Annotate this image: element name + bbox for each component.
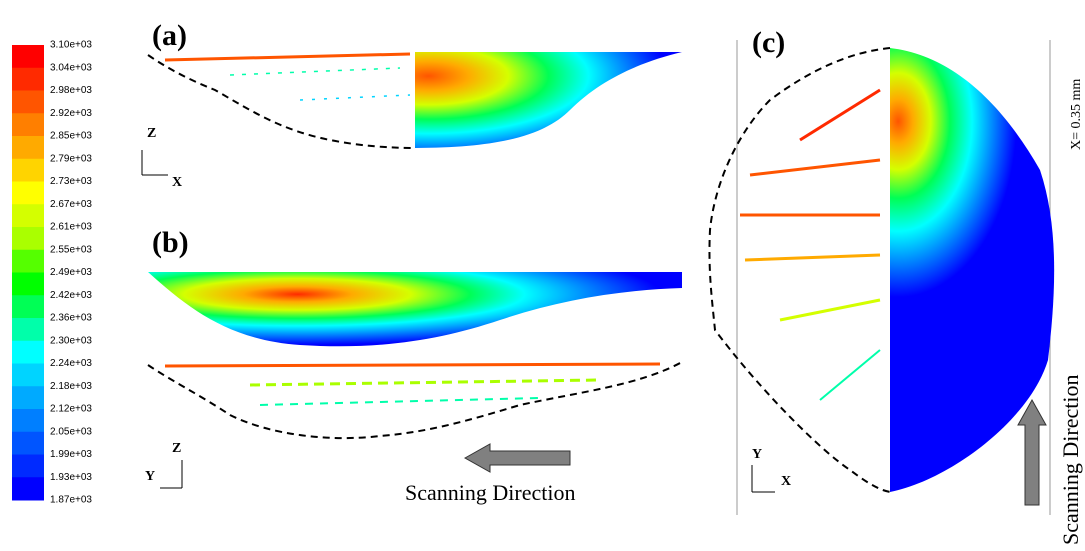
contour <box>148 272 682 346</box>
colorbar-segment <box>12 204 44 227</box>
colorbar-segment <box>12 273 44 296</box>
direction-arrow <box>1018 400 1046 505</box>
panel-label: (c) <box>752 26 785 59</box>
colorbar-segment <box>12 136 44 159</box>
axis-label: X <box>172 175 182 190</box>
colorbar-label: 1.87e+03 <box>50 495 92 506</box>
colorbar-label: 3.04e+03 <box>50 62 92 73</box>
colorbar-segment <box>12 364 44 387</box>
colorbar-label: 2.73e+03 <box>50 176 92 187</box>
colorbar-label: 2.49e+03 <box>50 267 92 278</box>
colorbar-label: 1.93e+03 <box>50 472 92 483</box>
panel-label: (b) <box>152 226 189 259</box>
axis-label: X <box>781 474 791 489</box>
colorbar-segment <box>12 45 44 68</box>
axis-label: Z <box>172 441 181 456</box>
direction-arrow <box>465 444 570 472</box>
vectors <box>165 54 410 100</box>
pool-outline <box>148 362 682 438</box>
colorbar-label: 2.18e+03 <box>50 381 92 392</box>
colorbar-label: 2.36e+03 <box>50 313 92 324</box>
colorbar: 3.10e+03 3.04e+03 2.98e+03 2.92e+03 2.85e+03… <box>12 40 92 506</box>
colorbar-label: 2.92e+03 <box>50 108 92 119</box>
colorbar-label: 2.12e+03 <box>50 404 92 415</box>
colorbar-segment <box>12 455 44 478</box>
panel-label: (a) <box>152 19 187 52</box>
colorbar-segment <box>12 295 44 318</box>
colorbar-segment <box>12 113 44 136</box>
vectors <box>740 90 880 400</box>
colorbar-label: 2.79e+03 <box>50 153 92 164</box>
axis-triad <box>142 150 168 175</box>
colorbar-segment <box>12 341 44 364</box>
axis-triad <box>752 465 775 492</box>
colorbar-segment <box>12 68 44 91</box>
position-note: X= 0.35 mm <box>1069 79 1084 150</box>
colorbar-segment <box>12 159 44 182</box>
colorbar-label: 2.05e+03 <box>50 426 92 437</box>
colorbar-segment <box>12 409 44 432</box>
colorbar-label: 2.24e+03 <box>50 358 92 369</box>
axis-label: Y <box>145 469 155 484</box>
colorbar-segment <box>12 318 44 341</box>
colorbar-label: 2.42e+03 <box>50 290 92 301</box>
colorbar-segment <box>12 227 44 250</box>
colorbar-segment <box>12 91 44 114</box>
colorbar-label: 3.10e+03 <box>50 40 92 51</box>
colorbar-label: 2.30e+03 <box>50 335 92 346</box>
colorbar-segment <box>12 250 44 273</box>
colorbar-segment <box>12 477 44 500</box>
colorbar-segment <box>12 386 44 409</box>
colorbar-label: 2.98e+03 <box>50 85 92 96</box>
contour <box>415 52 682 148</box>
colorbar-label: 1.99e+03 <box>50 449 92 460</box>
axis-label: Y <box>752 447 762 462</box>
axis-label: Z <box>147 126 156 141</box>
axis-triad <box>160 460 182 488</box>
colorbar-label: 2.55e+03 <box>50 244 92 255</box>
colorbar-segment <box>12 432 44 455</box>
figure: 3.10e+03 3.04e+03 2.98e+03 2.92e+03 2.85e+03… <box>0 0 1085 551</box>
direction-label: Scanning Direction <box>1058 375 1083 545</box>
colorbar-label: 2.61e+03 <box>50 222 92 233</box>
colorbar-label: 2.85e+03 <box>50 131 92 142</box>
colorbar-label: 2.67e+03 <box>50 199 92 210</box>
direction-label: Scanning Direction <box>405 480 575 505</box>
vectors <box>165 364 660 405</box>
colorbar-segment <box>12 182 44 205</box>
